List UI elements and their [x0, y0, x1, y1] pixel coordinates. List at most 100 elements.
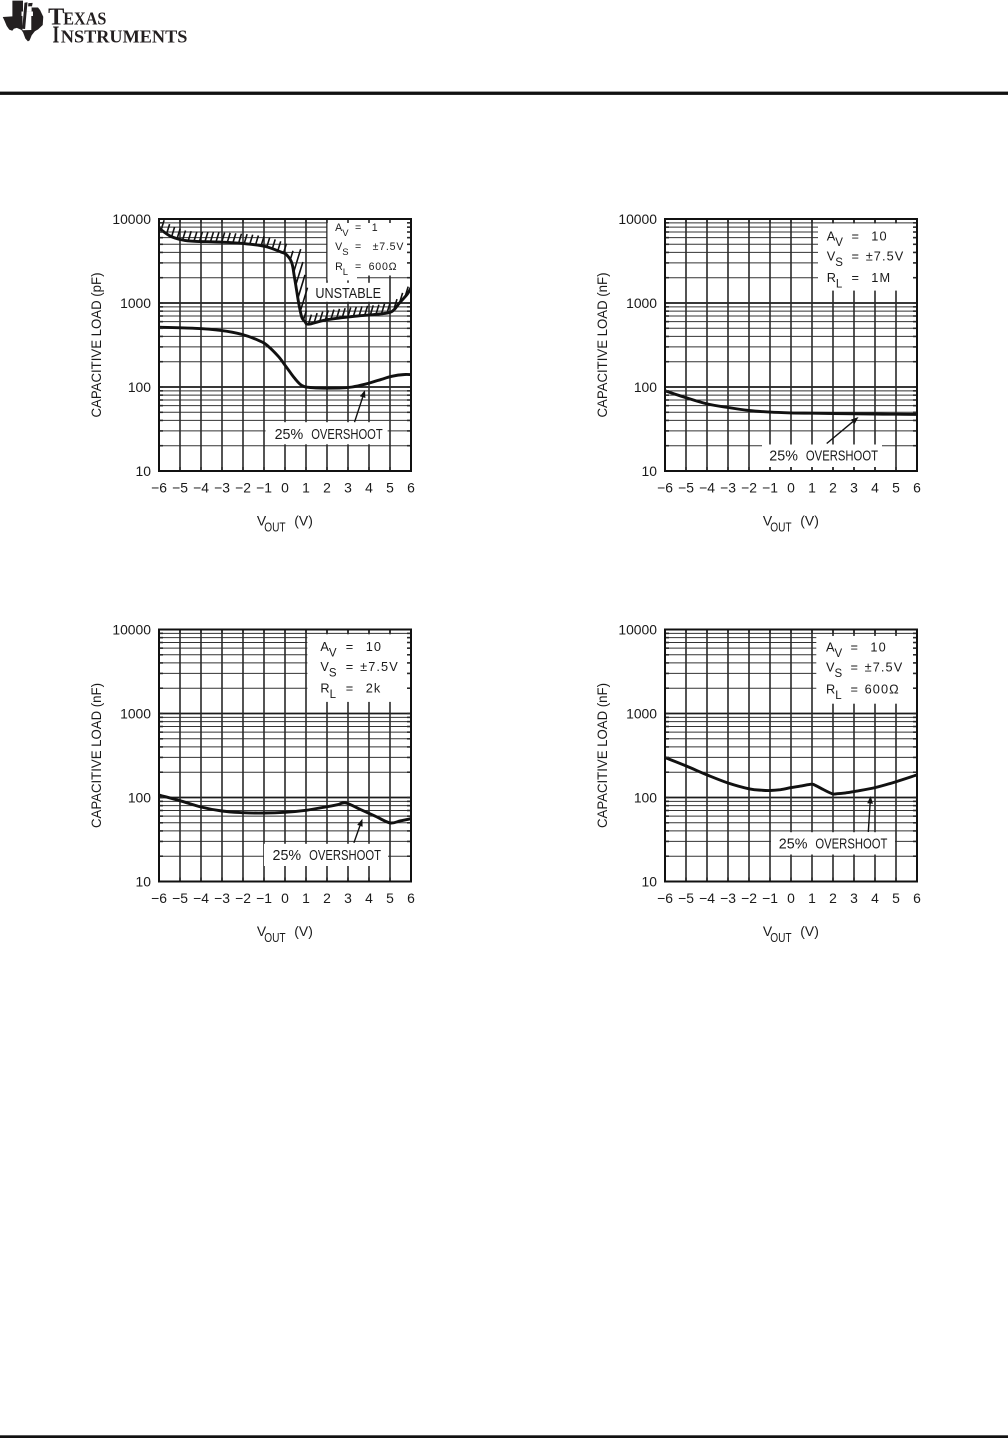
svg-text:100: 100 — [634, 790, 657, 806]
svg-text:(V): (V) — [294, 513, 313, 529]
svg-text:10: 10 — [642, 463, 658, 479]
svg-text:V: V — [335, 241, 343, 253]
svg-text:OVERSHOOT: OVERSHOOT — [311, 427, 383, 443]
svg-text:R: R — [827, 270, 836, 285]
svg-text:S: S — [342, 247, 348, 258]
svg-text:V: V — [763, 513, 773, 529]
svg-text:L: L — [836, 279, 843, 291]
svg-text:V: V — [826, 660, 835, 675]
svg-text:6: 6 — [407, 890, 415, 906]
svg-text:=: = — [852, 228, 859, 243]
svg-text:(V): (V) — [800, 513, 819, 529]
svg-text:NSTRUMENTS: NSTRUMENTS — [61, 26, 188, 46]
svg-text:2: 2 — [323, 890, 331, 906]
svg-text:R: R — [320, 681, 329, 696]
svg-text:10: 10 — [136, 874, 152, 890]
svg-text:OVERSHOOT: OVERSHOOT — [309, 848, 381, 864]
svg-text:=: = — [346, 659, 353, 674]
svg-text:V: V — [320, 659, 329, 674]
svg-text:OUT: OUT — [770, 520, 791, 535]
svg-text:±7.5V: ±7.5V — [865, 660, 904, 675]
svg-text:10000: 10000 — [112, 211, 151, 227]
svg-text:−4: −4 — [699, 890, 715, 906]
svg-text:100: 100 — [634, 379, 657, 395]
svg-text:(V): (V) — [294, 923, 313, 939]
svg-text:CAPACITIVE LOAD (nF): CAPACITIVE LOAD (nF) — [594, 683, 610, 828]
svg-text:0: 0 — [281, 479, 289, 495]
svg-text:OVERSHOOT: OVERSHOOT — [815, 837, 887, 853]
svg-text:A: A — [826, 639, 835, 654]
svg-text:A: A — [827, 228, 836, 243]
svg-text:6: 6 — [913, 890, 921, 906]
svg-text:V: V — [827, 248, 836, 263]
svg-text:4: 4 — [365, 479, 373, 495]
svg-text:V: V — [835, 237, 843, 249]
svg-text:−2: −2 — [235, 890, 251, 906]
svg-text:5: 5 — [892, 890, 900, 906]
svg-text:V: V — [257, 923, 267, 939]
svg-text:OUT: OUT — [264, 520, 285, 535]
svg-text:3: 3 — [344, 479, 352, 495]
svg-text:V: V — [342, 228, 349, 239]
svg-text:=: = — [852, 248, 859, 263]
svg-text:S: S — [835, 257, 843, 269]
svg-text:V: V — [257, 513, 267, 529]
svg-text:0: 0 — [787, 479, 795, 495]
svg-text:−1: −1 — [256, 479, 272, 495]
svg-text:=: = — [851, 682, 858, 697]
svg-text:25%: 25% — [273, 848, 302, 864]
svg-text:2: 2 — [829, 479, 837, 495]
svg-text:=: = — [355, 261, 361, 273]
svg-text:=: = — [355, 241, 361, 253]
svg-text:−5: −5 — [678, 890, 694, 906]
svg-text:−3: −3 — [720, 479, 736, 495]
svg-text:−4: −4 — [193, 890, 209, 906]
svg-text:(V): (V) — [800, 923, 819, 939]
svg-text:1: 1 — [808, 890, 816, 906]
svg-text:1000: 1000 — [120, 295, 151, 311]
svg-text:−4: −4 — [193, 479, 209, 495]
svg-text:L: L — [330, 689, 337, 701]
svg-text:OVERSHOOT: OVERSHOOT — [806, 448, 878, 464]
svg-text:2k: 2k — [366, 681, 382, 696]
svg-text:S: S — [835, 668, 843, 680]
svg-text:25%: 25% — [779, 837, 808, 853]
svg-text:1000: 1000 — [626, 706, 657, 722]
svg-text:100: 100 — [128, 790, 151, 806]
svg-text:600Ω: 600Ω — [369, 261, 398, 273]
svg-text:3: 3 — [850, 479, 858, 495]
svg-text:3: 3 — [344, 890, 352, 906]
svg-text:25%: 25% — [769, 448, 798, 464]
svg-text:3: 3 — [850, 890, 858, 906]
svg-text:5: 5 — [386, 890, 394, 906]
svg-text:L: L — [343, 267, 348, 278]
svg-text:S: S — [329, 668, 337, 680]
svg-text:10: 10 — [366, 639, 382, 654]
svg-text:1000: 1000 — [120, 706, 151, 722]
svg-text:V: V — [329, 648, 337, 660]
svg-text:0: 0 — [281, 890, 289, 906]
svg-text:10000: 10000 — [618, 622, 657, 638]
svg-text:−1: −1 — [762, 890, 778, 906]
svg-text:0: 0 — [787, 890, 795, 906]
svg-text:4: 4 — [871, 890, 879, 906]
svg-text:CAPACITIVE LOAD (pF): CAPACITIVE LOAD (pF) — [88, 273, 104, 418]
svg-text:−6: −6 — [151, 479, 167, 495]
svg-text:−5: −5 — [678, 479, 694, 495]
svg-text:6: 6 — [913, 479, 921, 495]
svg-text:=: = — [852, 270, 859, 285]
svg-text:=: = — [346, 639, 353, 654]
svg-text:1000: 1000 — [626, 295, 657, 311]
svg-text:−2: −2 — [741, 479, 757, 495]
svg-text:10: 10 — [136, 463, 152, 479]
svg-text:10000: 10000 — [618, 211, 657, 227]
svg-text:1: 1 — [302, 890, 310, 906]
svg-text:−6: −6 — [151, 890, 167, 906]
svg-text:I: I — [53, 21, 60, 48]
svg-text:±7.5V: ±7.5V — [360, 659, 399, 674]
svg-text:6: 6 — [407, 479, 415, 495]
svg-text:R: R — [826, 682, 835, 697]
svg-text:±7.5V: ±7.5V — [866, 248, 905, 263]
svg-text:=: = — [851, 660, 858, 675]
svg-text:V: V — [835, 648, 843, 660]
